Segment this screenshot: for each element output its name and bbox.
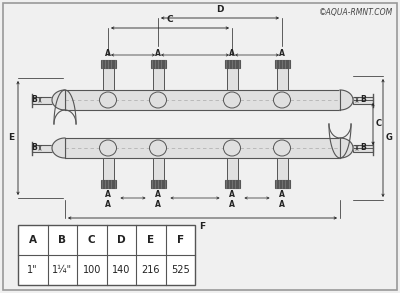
Polygon shape — [52, 138, 65, 158]
Text: C: C — [88, 235, 96, 245]
Bar — [274, 180, 290, 188]
Bar — [353, 144, 373, 151]
Text: E: E — [147, 235, 154, 245]
Bar — [18, 225, 195, 285]
Bar — [226, 68, 238, 90]
Bar — [32, 96, 52, 103]
FancyArrowPatch shape — [382, 80, 384, 196]
Text: E: E — [8, 134, 14, 142]
FancyArrowPatch shape — [245, 197, 269, 199]
Text: F: F — [200, 222, 206, 231]
Bar — [100, 60, 116, 68]
Text: A: A — [155, 200, 161, 209]
Text: A: A — [279, 190, 285, 199]
Text: 525: 525 — [171, 265, 190, 275]
Text: A: A — [229, 200, 235, 209]
Text: 216: 216 — [142, 265, 160, 275]
Ellipse shape — [150, 92, 166, 108]
FancyArrowPatch shape — [39, 146, 41, 150]
Text: B: B — [31, 96, 37, 105]
Bar — [152, 68, 164, 90]
Text: ©AQUA-RMNT.COM: ©AQUA-RMNT.COM — [319, 8, 393, 17]
Text: A: A — [279, 49, 285, 58]
Bar — [150, 180, 166, 188]
Text: B: B — [360, 96, 366, 105]
FancyArrowPatch shape — [121, 197, 145, 199]
Bar — [224, 180, 240, 188]
Text: F: F — [177, 235, 184, 245]
Text: A: A — [105, 200, 111, 209]
Bar — [100, 180, 116, 188]
Text: A: A — [229, 49, 235, 58]
Bar — [224, 60, 240, 68]
Text: A: A — [229, 190, 235, 199]
Bar — [353, 96, 373, 103]
Text: A: A — [105, 190, 111, 199]
Bar — [102, 68, 114, 90]
FancyArrowPatch shape — [112, 54, 154, 56]
Text: D: D — [216, 5, 224, 14]
Text: A: A — [155, 49, 161, 58]
FancyArrowPatch shape — [236, 54, 278, 56]
Bar — [226, 158, 238, 180]
Bar — [152, 158, 164, 180]
Text: 1": 1" — [28, 265, 38, 275]
Text: 100: 100 — [82, 265, 101, 275]
FancyArrowPatch shape — [356, 146, 358, 150]
Text: C: C — [376, 120, 382, 129]
Ellipse shape — [274, 140, 290, 156]
Ellipse shape — [224, 140, 240, 156]
FancyArrowPatch shape — [112, 27, 228, 29]
Bar — [274, 60, 290, 68]
Ellipse shape — [150, 140, 166, 156]
Text: 140: 140 — [112, 265, 130, 275]
Bar — [276, 158, 288, 180]
Polygon shape — [52, 90, 65, 110]
Text: B: B — [58, 235, 66, 245]
FancyArrowPatch shape — [356, 98, 358, 102]
Text: A: A — [29, 235, 37, 245]
Text: 1¼": 1¼" — [52, 265, 72, 275]
FancyArrowPatch shape — [171, 197, 219, 199]
Bar — [276, 68, 288, 90]
Bar — [150, 60, 166, 68]
Text: D: D — [117, 235, 126, 245]
Ellipse shape — [274, 92, 290, 108]
Text: C: C — [167, 15, 173, 24]
Text: A: A — [105, 49, 111, 58]
FancyArrowPatch shape — [39, 98, 41, 102]
Polygon shape — [340, 138, 353, 158]
Ellipse shape — [100, 140, 116, 156]
Text: G: G — [386, 134, 393, 142]
Ellipse shape — [224, 92, 240, 108]
Bar — [65, 90, 340, 110]
Bar — [102, 158, 114, 180]
Text: A: A — [155, 190, 161, 199]
Ellipse shape — [100, 92, 116, 108]
Bar — [65, 138, 340, 158]
Text: A: A — [279, 200, 285, 209]
FancyArrowPatch shape — [69, 217, 336, 219]
FancyArrowPatch shape — [162, 54, 228, 56]
Polygon shape — [340, 90, 353, 110]
Text: B: B — [31, 144, 37, 152]
FancyArrowPatch shape — [372, 104, 374, 144]
FancyArrowPatch shape — [17, 82, 19, 194]
Text: B: B — [360, 144, 366, 152]
Bar — [32, 144, 52, 151]
FancyArrowPatch shape — [162, 17, 278, 19]
